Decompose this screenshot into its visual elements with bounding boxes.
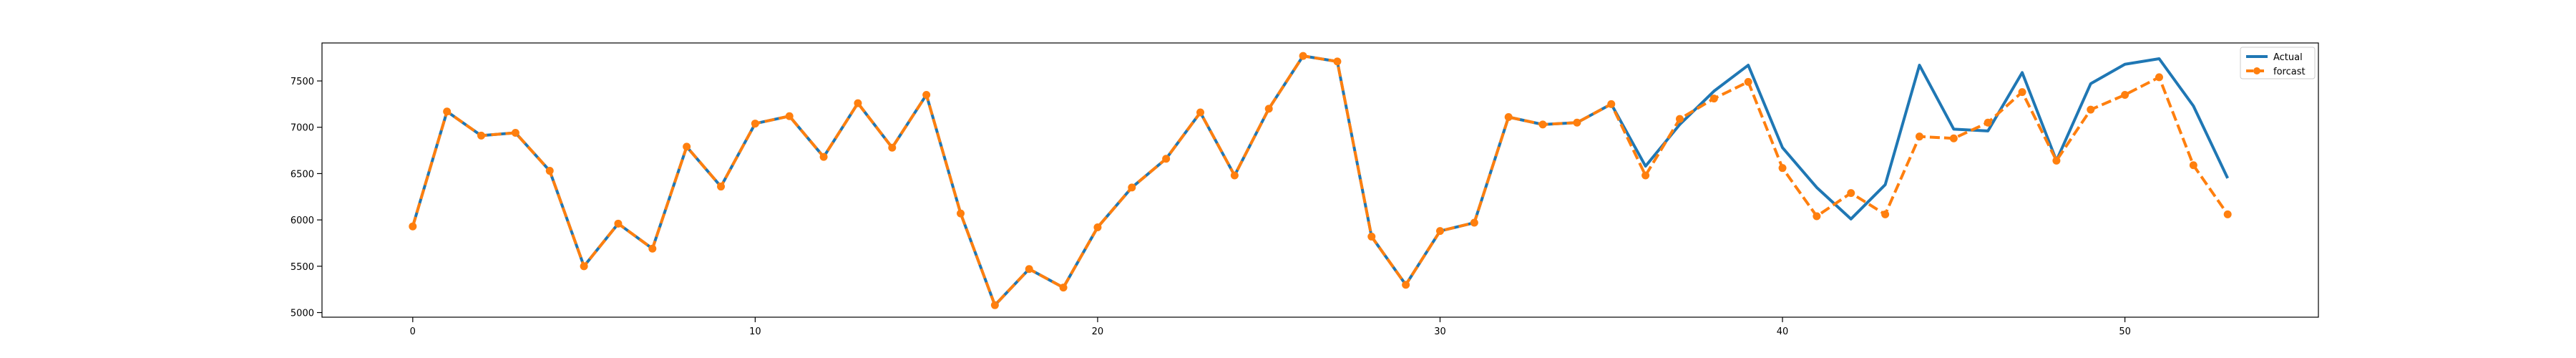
y-tick-label: 7500 (291, 77, 314, 87)
legend-marker-forcast (2253, 67, 2260, 74)
legend-label-forcast: forcast (2273, 67, 2306, 77)
data-point-forcast (443, 107, 452, 116)
data-point-forcast (1504, 113, 1513, 122)
y-tick-label: 5500 (291, 262, 314, 273)
data-point-forcast (1538, 120, 1547, 129)
data-point-forcast (1881, 210, 1890, 218)
data-point-forcast (511, 129, 519, 137)
plot-frame (321, 42, 2319, 318)
data-point-forcast (990, 301, 999, 309)
x-tick-label: 10 (749, 326, 761, 337)
data-point-forcast (1025, 265, 1033, 274)
data-point-forcast (957, 209, 965, 218)
y-tick-label: 6500 (291, 169, 314, 180)
data-point-forcast (1128, 183, 1136, 192)
legend-label-actual: Actual (2273, 52, 2303, 63)
data-point-forcast (683, 142, 691, 151)
data-point-forcast (1402, 281, 1410, 289)
legend: Actual forcast (2240, 47, 2316, 79)
data-point-forcast (2189, 161, 2197, 170)
data-point-forcast (2052, 156, 2061, 165)
data-point-forcast (1778, 164, 1787, 173)
data-point-forcast (1059, 284, 1068, 292)
data-point-forcast (1813, 212, 1821, 221)
data-point-forcast (1744, 77, 1752, 86)
data-point-forcast (1573, 118, 1581, 127)
data-point-forcast (1264, 105, 1273, 113)
data-point-forcast (819, 153, 828, 161)
data-point-forcast (1162, 155, 1171, 163)
x-tick-label: 0 (410, 326, 416, 337)
data-point-forcast (1949, 134, 1958, 142)
y-tick-label: 7000 (291, 123, 314, 134)
data-point-forcast (545, 167, 554, 175)
series-line-actual (411, 54, 2229, 307)
x-tick-label: 30 (1434, 326, 1446, 337)
y-tick-label: 5000 (291, 309, 314, 319)
series-line-forcast (411, 54, 2229, 307)
data-point-forcast (648, 244, 657, 253)
data-point-forcast (614, 219, 623, 228)
data-point-forcast (477, 131, 486, 140)
data-point-forcast (1196, 108, 1205, 117)
data-point-forcast (922, 90, 931, 99)
plot-area (321, 42, 2319, 318)
data-point-forcast (1847, 189, 1855, 198)
x-tick-label: 40 (1777, 326, 1789, 337)
y-axis: 5000 5500 6000 6500 7000 7500 (291, 77, 322, 319)
y-tick-label: 6000 (291, 216, 314, 226)
data-point-forcast (1675, 115, 1684, 123)
data-point-forcast (1709, 95, 1718, 103)
data-point-forcast (580, 262, 588, 271)
data-point-forcast (785, 112, 794, 120)
data-point-forcast (1367, 232, 1376, 241)
data-point-forcast (854, 99, 862, 107)
data-point-forcast (1333, 57, 1342, 66)
data-point-forcast (2223, 210, 2232, 218)
data-point-forcast (1435, 227, 1444, 236)
data-point-forcast (409, 222, 417, 231)
data-point-forcast (1915, 132, 1923, 141)
x-axis: 0 10 20 30 40 50 (410, 317, 2131, 337)
data-point-forcast (1470, 218, 1478, 227)
data-point-forcast (1230, 171, 1239, 180)
data-point-forcast (1607, 100, 1616, 108)
data-point-forcast (1093, 223, 1102, 231)
data-point-forcast (1299, 52, 1307, 60)
data-point-forcast (2155, 73, 2163, 82)
data-point-forcast (888, 143, 897, 152)
data-point-forcast (717, 183, 726, 191)
data-point-forcast (1641, 171, 1650, 180)
data-point-forcast (1984, 118, 1992, 127)
data-point-forcast (2087, 105, 2095, 114)
x-tick-label: 50 (2119, 326, 2131, 337)
data-point-forcast (751, 120, 759, 128)
data-point-forcast (2018, 88, 2026, 97)
data-point-forcast (2121, 90, 2129, 99)
x-tick-label: 20 (1092, 326, 1104, 337)
